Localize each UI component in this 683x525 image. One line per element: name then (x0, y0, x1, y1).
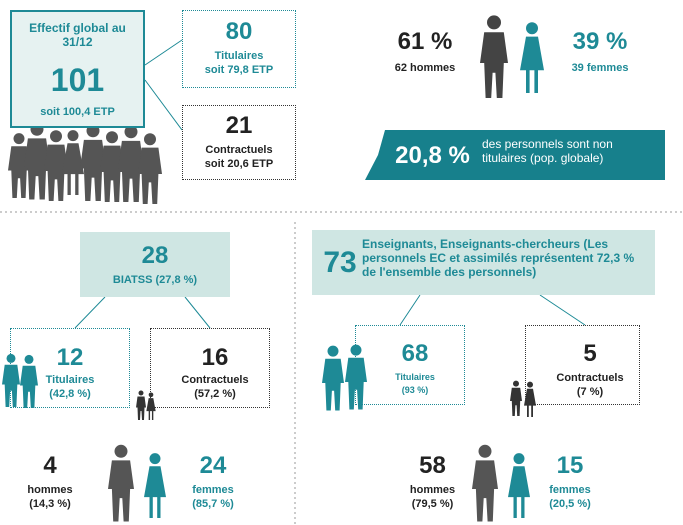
value: 15 (556, 452, 584, 479)
box (355, 325, 465, 405)
man-icon (472, 444, 498, 522)
box (182, 105, 296, 180)
label: Titulaires (45, 374, 95, 386)
banner (365, 130, 665, 180)
person (322, 345, 344, 411)
value: 58 (419, 452, 446, 479)
person (138, 133, 162, 204)
label: Titulaires (214, 50, 264, 62)
global-etp: soit 100,4 ETP (40, 106, 115, 118)
value: 5 (583, 340, 597, 367)
value: 61 % (397, 28, 453, 55)
label: 62 hommes (394, 62, 456, 74)
banner-text: des personnels sont non titulaires (pop.… (482, 137, 613, 165)
person (62, 130, 84, 195)
category-box (312, 230, 655, 295)
label: 39 femmes (571, 62, 629, 74)
value: 39 % (572, 28, 628, 55)
label: soit 20,6 ETP (204, 158, 274, 170)
label: Enseignants, Enseignants-chercheurs (Les… (362, 237, 635, 279)
woman-icon (144, 453, 166, 518)
label: (7 %) (576, 386, 604, 398)
label: (93 %) (401, 385, 429, 395)
box (10, 328, 130, 408)
label: Contractuels (205, 144, 273, 156)
connector (144, 39, 183, 131)
global-title: Effectif global au 31/12 (29, 21, 126, 49)
label: Contractuels (181, 374, 249, 386)
label: femmes (549, 484, 591, 496)
woman-icon (508, 453, 530, 518)
value: 68 (401, 340, 429, 367)
label: Contractuels (556, 372, 624, 384)
label: (14,3 %) (29, 498, 71, 510)
man-icon (480, 15, 508, 98)
woman-icon (520, 22, 544, 94)
global-box (10, 10, 145, 128)
value: 28 (141, 242, 169, 269)
value: 80 (225, 18, 253, 45)
value: 4 (43, 452, 57, 479)
value: 21 (225, 112, 253, 139)
label: hommes (27, 484, 73, 496)
connector (74, 294, 586, 329)
value: 73 (323, 246, 357, 279)
box (150, 328, 270, 408)
label: (57,2 %) (194, 388, 236, 400)
man-icon (108, 444, 134, 522)
label: (79,5 %) (411, 498, 454, 510)
label: (42,8 %) (49, 388, 91, 400)
box (182, 10, 296, 88)
category-box (80, 232, 230, 297)
label: BIATSS (27,8 %) (112, 274, 198, 286)
value: 16 (201, 344, 229, 371)
label: hommes (409, 484, 456, 496)
value: 24 (199, 452, 227, 479)
person (136, 390, 146, 420)
label: (85,7 %) (192, 498, 234, 510)
label: Titulaires (395, 372, 435, 382)
box (525, 325, 640, 405)
label: (20,5 %) (549, 498, 591, 510)
global-total: 101 (50, 62, 105, 98)
value: 12 (56, 344, 84, 371)
label: soit 79,8 ETP (204, 64, 274, 76)
crowd (8, 122, 162, 204)
label: femmes (192, 484, 234, 496)
person (510, 380, 522, 416)
banner-value: 20,8 % (395, 142, 470, 169)
